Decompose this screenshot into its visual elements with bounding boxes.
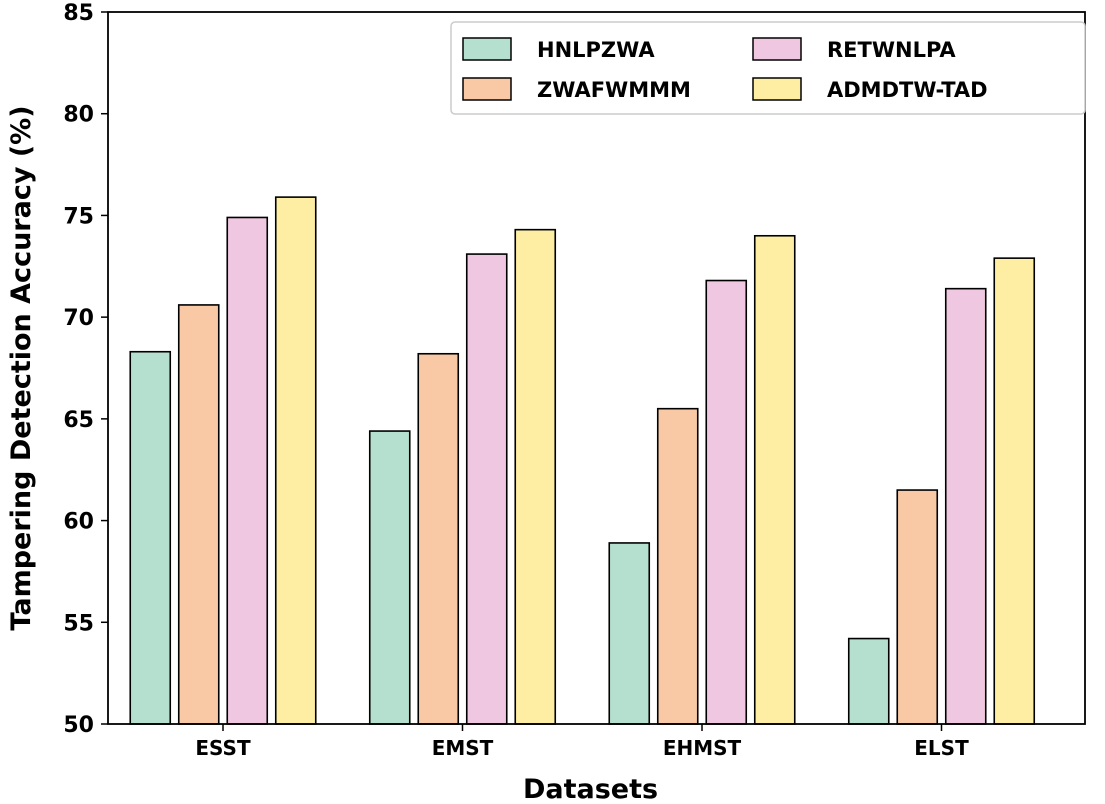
bar-zwafwmmm-elst: [896, 489, 939, 725]
bar-hnlpzwa-emst: [368, 430, 411, 725]
y-tick-label-55: 55: [63, 611, 94, 636]
y-axis-title: Tampering Detection Accuracy (%): [6, 105, 37, 630]
x-tick-label-ehmst: EHMST: [663, 736, 742, 760]
bars-layer: [129, 196, 1036, 725]
x-tick-label-elst: ELST: [914, 736, 969, 760]
bar-hnlpzwa-esst: [129, 350, 172, 725]
bar-admdtw-tad-elst: [993, 257, 1036, 725]
bar-retwnlpa-elst: [944, 287, 987, 725]
bar-retwnlpa-emst: [465, 253, 508, 725]
x-tick-label-esst: ESST: [195, 736, 251, 760]
x-axis-title: Datasets: [523, 774, 658, 804]
y-tick-label-70: 70: [63, 306, 94, 331]
bar-retwnlpa-ehmst: [705, 279, 748, 725]
legend: HNLPZWA ZWAFWMMM RETWNLPA ADMDTW-TAD: [450, 21, 1086, 115]
bar-hnlpzwa-elst: [847, 637, 890, 725]
y-tick-label-75: 75: [63, 204, 94, 229]
x-tick-label-emst: EMST: [432, 736, 494, 760]
bar-admdtw-tad-esst: [274, 196, 317, 725]
legend-label-zwafwmmm: ZWAFWMMM: [537, 78, 691, 102]
bar-admdtw-tad-ehmst: [753, 234, 796, 725]
bar-zwafwmmm-esst: [177, 304, 220, 725]
legend-label-hnlpzwa: HNLPZWA: [537, 38, 655, 62]
axes-layer: ESST EMST EHMST ELST 50 55 60 65 70 75 80 85: [63, 1, 1086, 760]
plot-frame: [107, 11, 1086, 725]
y-tick-label-85: 85: [63, 1, 94, 26]
bar-retwnlpa-esst: [226, 216, 269, 725]
legend-label-retwnlpa: RETWNLPA: [827, 38, 956, 62]
legend-frame: [450, 21, 1086, 115]
legend-swatch-hnlpzwa: [462, 37, 512, 61]
y-tick-label-60: 60: [63, 510, 94, 535]
y-tick-label-80: 80: [63, 103, 94, 128]
bar-zwafwmmm-ehmst: [656, 407, 699, 725]
legend-swatch-zwafwmmm: [462, 77, 512, 101]
y-tick-label-50: 50: [63, 713, 94, 738]
legend-swatch-retwnlpa: [752, 37, 802, 61]
legend-label-admdtw-tad: ADMDTW-TAD: [827, 78, 988, 102]
y-tick-label-65: 65: [63, 408, 94, 433]
bar-admdtw-tad-emst: [514, 228, 557, 725]
bar-hnlpzwa-ehmst: [608, 542, 651, 725]
legend-swatch-admdtw-tad: [752, 77, 802, 101]
bar-zwafwmmm-emst: [417, 352, 460, 725]
